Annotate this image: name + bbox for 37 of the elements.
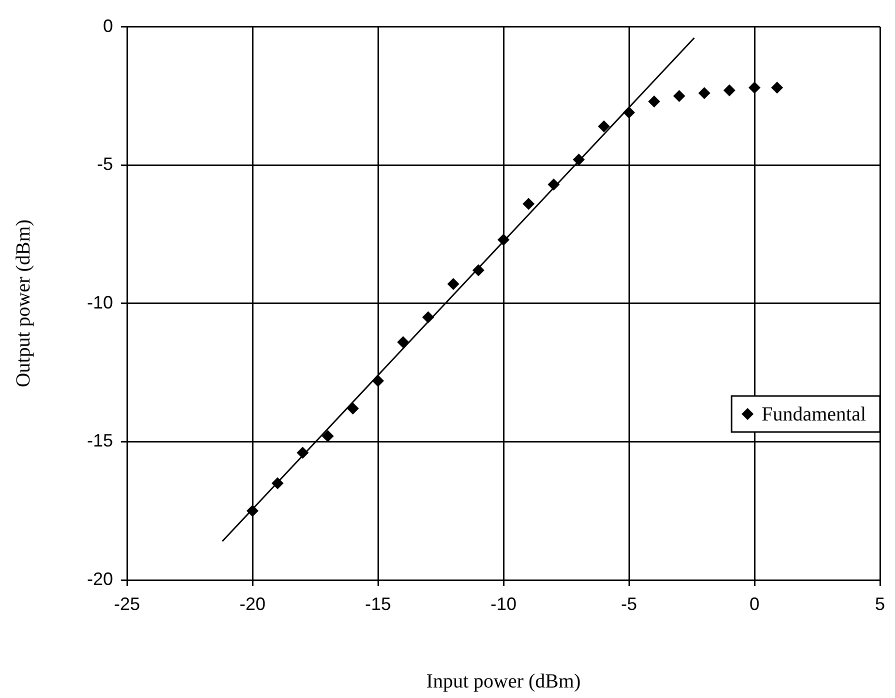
point (472, 264, 484, 276)
x-tick-label: -10 (490, 594, 517, 614)
x-tick-label: -25 (114, 594, 140, 614)
x-axis-title: Input power (dBm) (426, 670, 581, 692)
point (771, 82, 784, 94)
x-tick-label: 0 (749, 594, 760, 614)
y-tick-label: -10 (86, 292, 113, 312)
point (648, 95, 660, 108)
point (272, 477, 284, 490)
point (673, 90, 686, 102)
point (522, 198, 535, 210)
point (397, 336, 410, 348)
point (322, 430, 334, 442)
point (548, 178, 560, 190)
point (723, 84, 736, 96)
point (346, 402, 359, 415)
point (296, 446, 309, 459)
y-tick-label: -5 (96, 154, 113, 174)
point (447, 278, 460, 290)
point (698, 87, 710, 100)
point (572, 154, 585, 166)
y-tick-label: 0 (102, 16, 113, 36)
legend-label: Fundamental (762, 403, 866, 426)
point (372, 374, 384, 387)
x-tick-label: -20 (239, 594, 266, 614)
y-axis-title: Output power (dBm) (12, 220, 34, 388)
point (246, 504, 258, 517)
point (422, 311, 434, 324)
y-tick-label: -20 (86, 568, 113, 589)
point (498, 234, 510, 246)
x-tick-label: -5 (620, 594, 638, 614)
x-tick-label: -15 (364, 594, 392, 614)
y-tick-label: -15 (86, 430, 113, 451)
point (748, 82, 760, 94)
point (598, 120, 610, 132)
point (623, 106, 635, 119)
x-tick-label: 5 (874, 594, 886, 614)
